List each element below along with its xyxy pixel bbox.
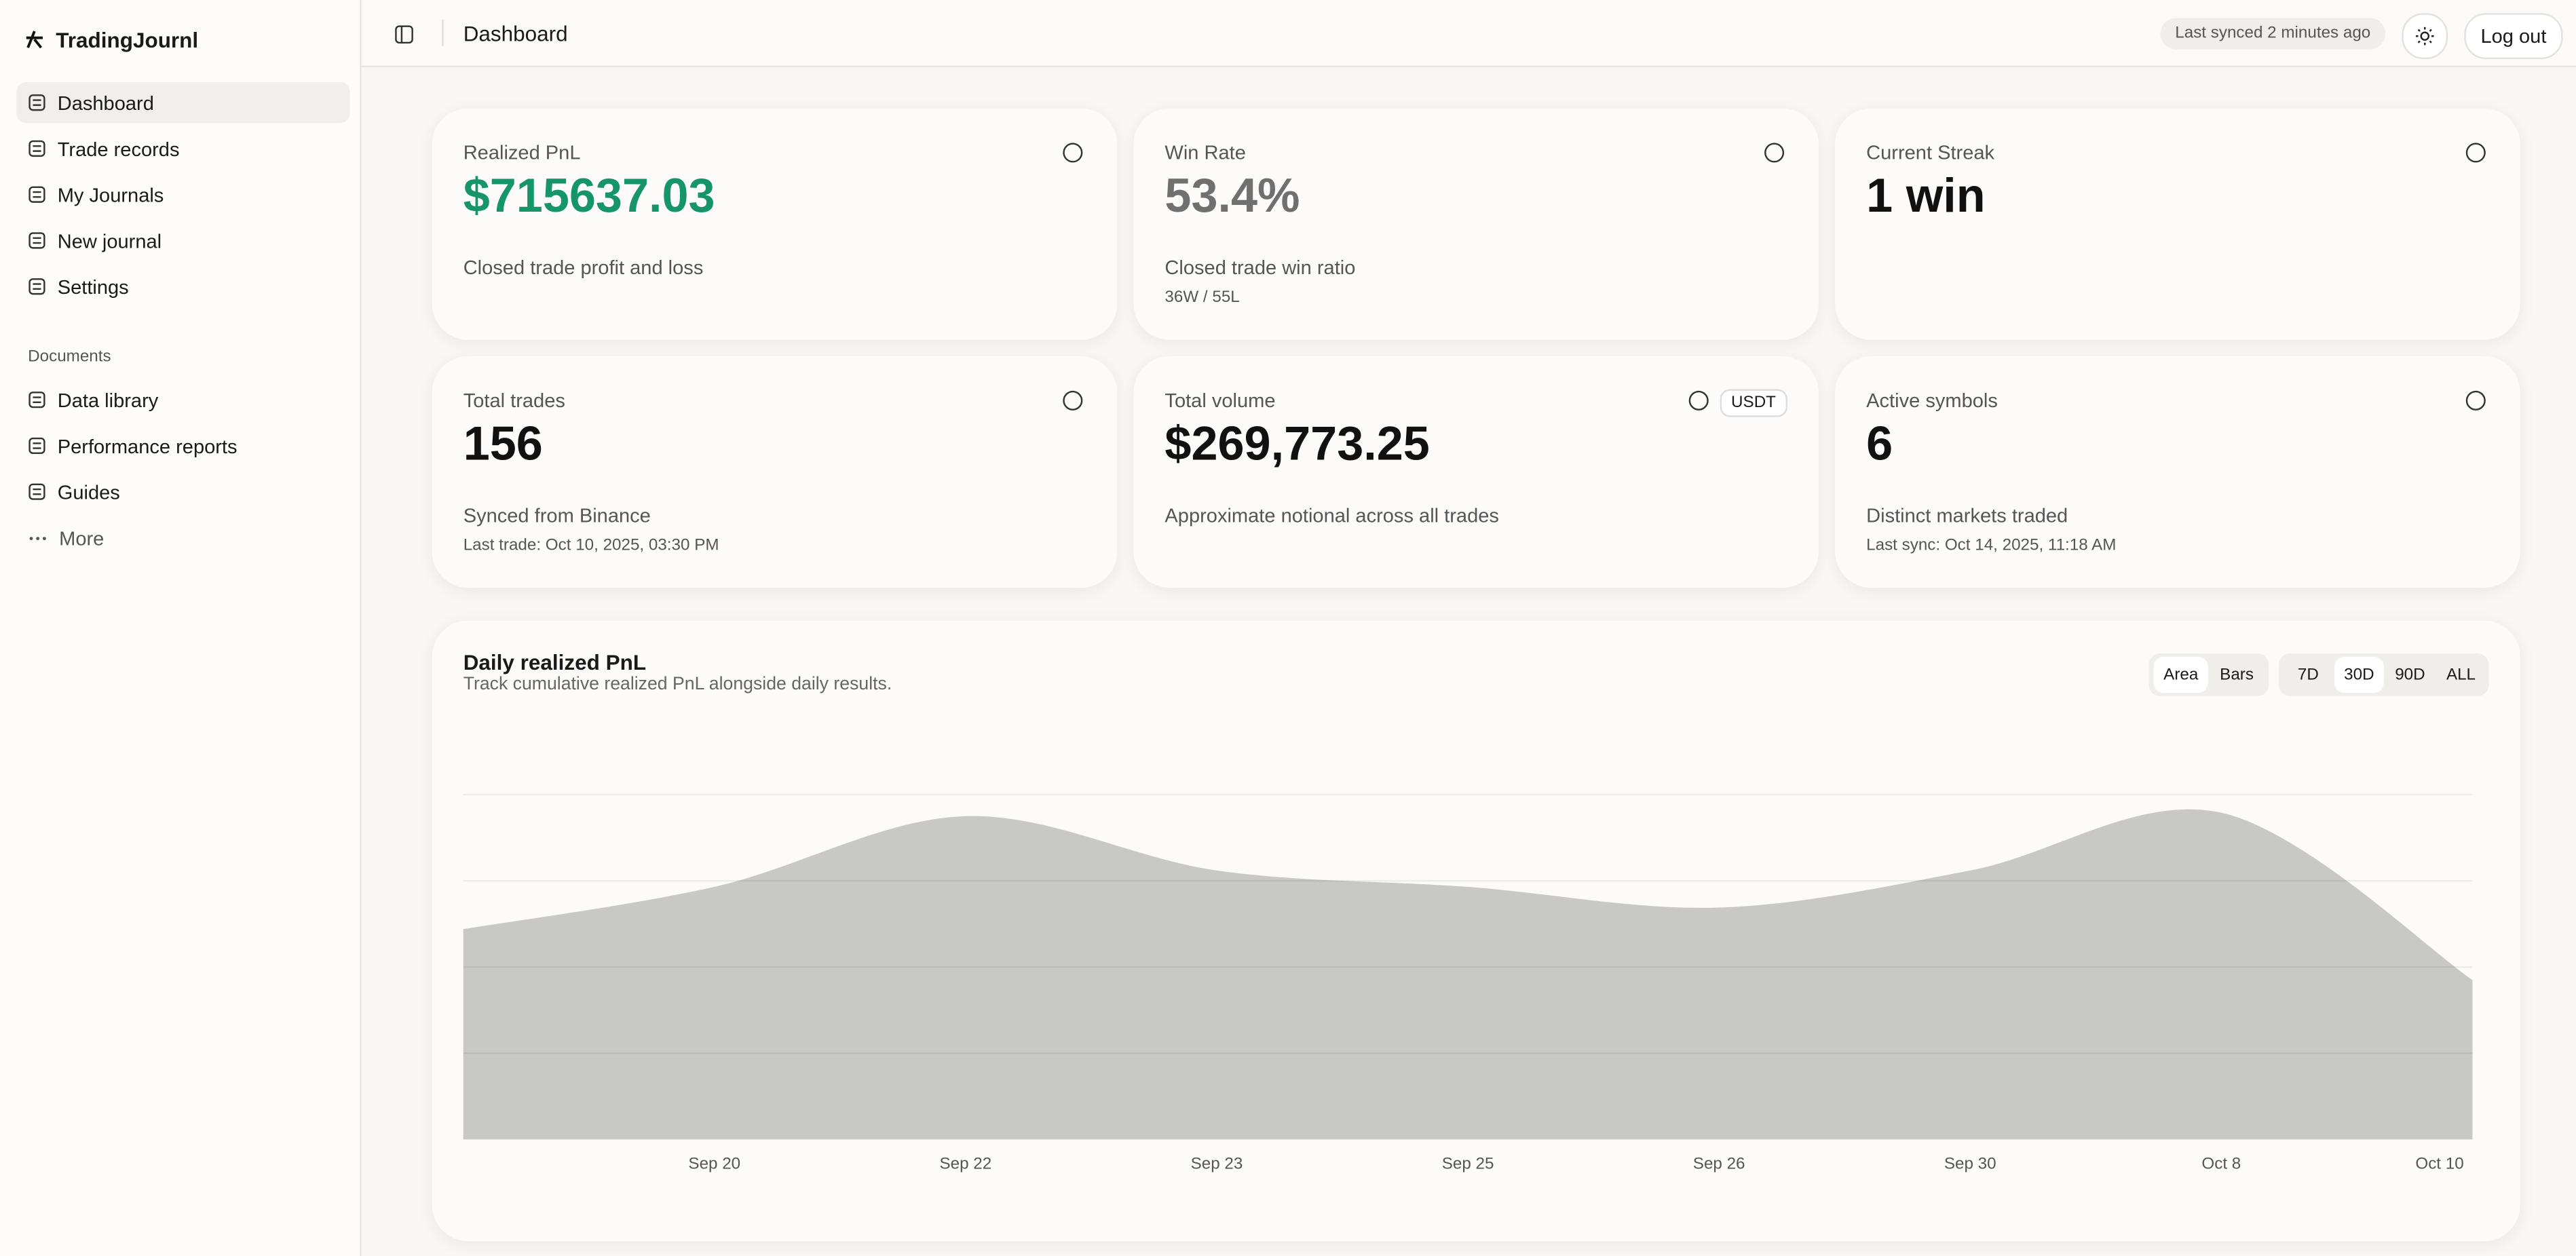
mode-button[interactable]: Area [2153, 656, 2208, 693]
x-tick-label: Sep 25 [1442, 1155, 1494, 1173]
more-icon [29, 535, 46, 539]
nav-item[interactable]: Dashboard [16, 81, 350, 123]
stat-icon [2464, 141, 2487, 172]
x-tick-label: Sep 22 [940, 1155, 992, 1173]
nav-label: Settings [57, 275, 129, 299]
page-title: Dashboard [463, 21, 568, 46]
stat-value: 6 [1866, 418, 1893, 472]
stat-label: Active symbols [1866, 389, 1998, 413]
stat-label: Realized PnL [463, 141, 581, 164]
stat-value: 53.4% [1164, 170, 1300, 224]
area [463, 809, 2473, 1140]
sync-status: Last synced 2 minutes ago [2160, 18, 2386, 50]
nav-icon [29, 186, 45, 203]
stat-desc: Closed trade win ratio [1164, 256, 1356, 280]
x-tick-label: Sep 23 [1191, 1155, 1243, 1173]
stat-desc: Approximate notional across all trades [1164, 503, 1499, 527]
nav-icon [29, 278, 45, 295]
nav-icon [29, 94, 45, 111]
doc-label: Performance reports [57, 434, 238, 457]
nav-label: Trade records [57, 137, 180, 160]
logout-button[interactable]: Log out [2464, 13, 2563, 60]
nav-item[interactable]: My Journals [16, 174, 349, 214]
brand-icon [26, 31, 43, 49]
stat-sub: Last trade: Oct 10, 2025, 03:30 PM [463, 537, 719, 555]
sun-icon [2415, 26, 2434, 45]
nav-icon [29, 232, 45, 249]
theme-toggle[interactable] [2402, 13, 2448, 60]
stat-value: 1 win [1866, 170, 1986, 224]
nav-label: Dashboard [57, 91, 154, 115]
stat-icon [1687, 389, 1710, 420]
x-tick-label: Oct 8 [2201, 1155, 2241, 1173]
icon [2465, 390, 2486, 411]
stat-icon [1061, 389, 1084, 420]
stat-label: Total volume [1164, 389, 1276, 413]
x-tick-label: Sep 26 [1693, 1155, 1745, 1173]
stat-icon [2464, 389, 2487, 420]
stat-card: Realized PnL $715637.03 Closed trade profi… [432, 108, 1118, 340]
mode-button[interactable]: Bars [2220, 666, 2254, 684]
stat-card: Total trades 156 Synced from Binance Last t… [432, 356, 1118, 588]
range-button[interactable]: ALL [2446, 666, 2476, 684]
range-button[interactable]: 30D [2334, 656, 2384, 693]
stat-label: Win Rate [1164, 141, 1246, 164]
icon [1764, 142, 1785, 163]
divider [442, 20, 444, 46]
icon [1063, 142, 1083, 163]
brand: TradingJournl [56, 28, 199, 53]
stat-label: Total trades [463, 389, 565, 413]
nav-label: My Journals [57, 183, 164, 206]
nav-icon [29, 140, 45, 157]
nav-item[interactable]: Trade records [16, 128, 349, 169]
stat-card: Total volume $269,773.25 Approximate notio… [1133, 356, 1819, 588]
icon [1063, 390, 1083, 411]
sidebar: TradingJournl Documents More Dashboard Tr… [0, 0, 362, 1256]
doc-item[interactable]: Data library [16, 379, 349, 420]
stat-label: Current Streak [1866, 141, 1995, 164]
stat-card: Win Rate 53.4% Closed trade win ratio 36W /… [1133, 108, 1819, 340]
chart-subtitle: Track cumulative realized PnL alongside … [463, 674, 892, 695]
icon [2465, 142, 2486, 163]
stat-icon [1061, 141, 1084, 172]
doc-item[interactable]: Guides [16, 471, 349, 512]
x-tick-label: Sep 30 [1944, 1155, 1996, 1173]
nav-item[interactable]: New journal [16, 220, 349, 261]
stat-card: Current Streak 1 win [1835, 108, 2520, 340]
range-button[interactable]: 90D [2395, 666, 2425, 684]
more[interactable]: More [16, 517, 349, 558]
stat-sub: Last sync: Oct 14, 2025, 11:18 AM [1866, 537, 2117, 555]
doc-label: Guides [57, 480, 120, 503]
stat-desc: Closed trade profit and loss [463, 256, 704, 280]
header: Dashboard Last synced 2 minutes ago Log … [361, 0, 2576, 68]
stat-value: 156 [463, 418, 543, 472]
nav-label: New journal [57, 229, 162, 252]
stat-icon [1763, 141, 1786, 172]
icon [1688, 390, 1709, 411]
more-label: More [59, 526, 105, 550]
badge: USDT [1720, 389, 1787, 417]
section-label: Documents [28, 347, 111, 366]
stat-sub: 36W / 55L [1164, 288, 1240, 307]
range-button[interactable]: 7D [2297, 666, 2319, 684]
x-tick-label: Oct 10 [2415, 1155, 2463, 1173]
nav-icon [29, 437, 45, 455]
doc-item[interactable]: Performance reports [16, 425, 349, 466]
stat-desc: Synced from Binance [463, 503, 651, 527]
stat-card: Active symbols 6 Distinct markets traded La… [1835, 356, 2520, 588]
chart-title: Daily realized PnL [463, 650, 647, 675]
stat-value: $269,773.25 [1164, 418, 1430, 472]
x-tick-label: Sep 20 [688, 1155, 740, 1173]
doc-label: Data library [57, 388, 159, 412]
toggle-sidebar[interactable] [394, 24, 414, 44]
nav-item[interactable]: Settings [16, 266, 349, 307]
nav-icon [29, 392, 45, 408]
stat-desc: Distinct markets traded [1866, 503, 2068, 527]
stat-value: $715637.03 [463, 170, 715, 224]
nav-icon [29, 483, 45, 500]
